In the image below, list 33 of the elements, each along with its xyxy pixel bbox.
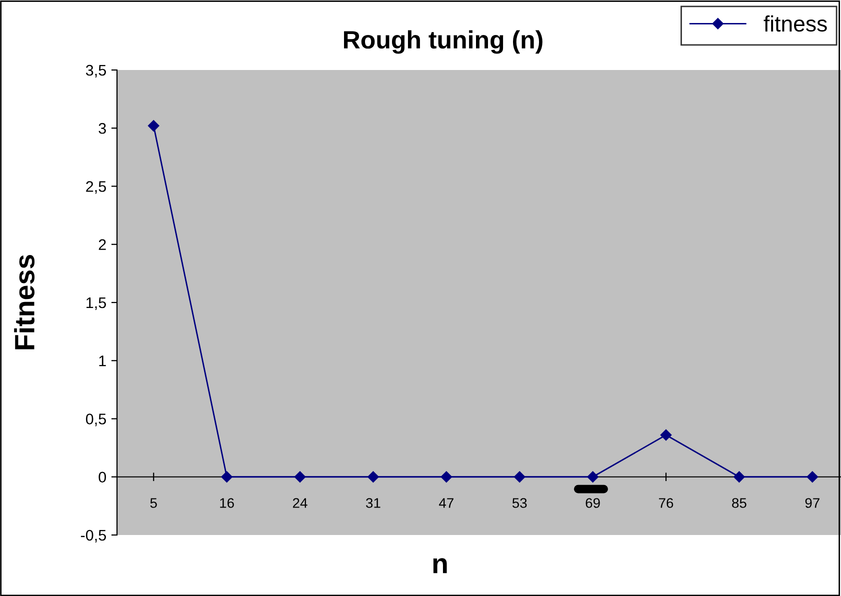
y-tick-label: 1 [99,356,106,366]
y-tick-label: -0,5 [80,530,106,542]
point [660,429,672,441]
x-tick-label: 97 [805,498,820,508]
x-tick-label: 53 [512,498,527,508]
y-axis-title: Fitness [14,255,35,350]
x-tick-label: 31 [366,498,380,508]
point [514,471,526,482]
y-tick-label: 3,5 [86,64,106,78]
y-tick-label: 0 [98,472,106,483]
x-tick-label: 47 [438,498,454,508]
y-tick-label: 2 [98,239,106,250]
point [734,471,745,482]
y-tick-label: 0,5 [86,414,106,426]
x-tick-label: 76 [658,498,674,508]
point [587,471,598,482]
x-tick-label: 69 [586,498,600,508]
x-tick-label: 24 [292,498,308,508]
x-axis-title: n [433,558,447,574]
point [440,471,452,482]
point [806,471,818,482]
y-tick-label: 1,5 [86,298,106,310]
point [368,471,379,482]
x-tick-label: 5 [150,498,157,508]
y-tick-label: 3 [98,122,106,134]
chart-title: Rough tuning (n) [344,30,542,54]
point [148,120,160,132]
x-tick-label: 16 [220,498,234,508]
x-tick-label: 85 [732,498,746,508]
y-tick-label: 2,5 [86,181,106,194]
point [294,471,306,482]
legend-label: fitness [764,15,827,32]
point [221,471,232,482]
